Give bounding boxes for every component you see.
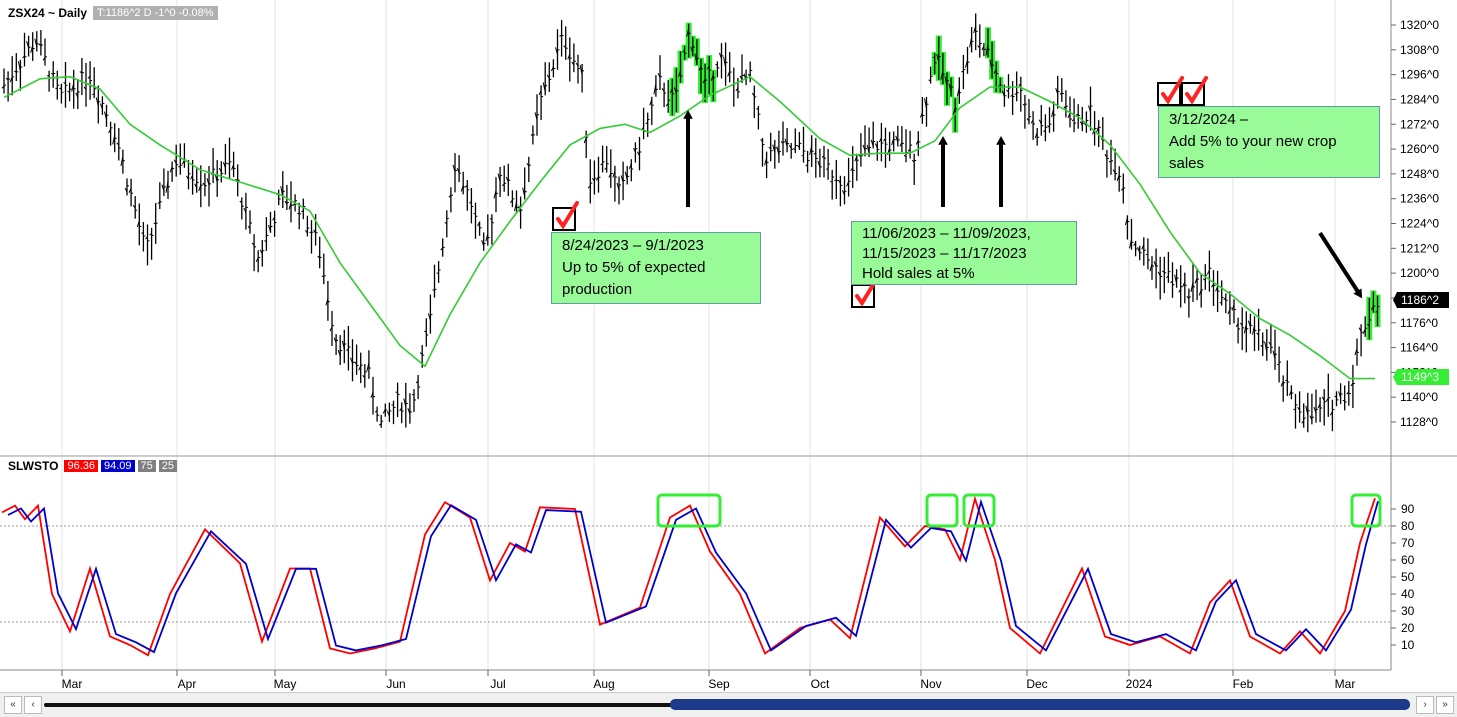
scroll-right-icon[interactable]: ›: [1416, 696, 1434, 714]
price-axis-label: 1140^0: [1400, 390, 1438, 404]
annotation-note-2: 11/06/2023 – 11/09/2023, 11/15/2023 – 11…: [851, 221, 1077, 285]
month-label: Dec: [1026, 677, 1047, 691]
month-label: Nov: [920, 677, 941, 691]
chart-canvas: 1320^0 1308^0 1296^0 1284^0 1272^0 1260^0 1248…: [0, 0, 1457, 692]
note-2-line-2: 11/15/2023 – 11/17/2023: [862, 244, 1066, 264]
ma-price-label: 1149^3: [1401, 370, 1439, 384]
annotation-note-3: 3/12/2024 – Add 5% to your new crop sale…: [1158, 106, 1380, 178]
note-1-line-1: 8/24/2023 – 9/1/2023: [562, 235, 750, 257]
stoch-axis-label: 10: [1401, 638, 1415, 652]
annotation-note-1: 8/24/2023 – 9/1/2023 Up to 5% of expecte…: [551, 232, 761, 304]
price-bar-open: [424, 331, 426, 332]
stoch-axis-label: 70: [1401, 536, 1415, 550]
price-axis-label: 1164^0: [1400, 341, 1438, 355]
checkmark-icon: [1158, 78, 1182, 105]
price-bar-open: [92, 94, 94, 95]
price-bar-open: [1277, 364, 1279, 365]
price-axis-label: 1224^0: [1400, 217, 1439, 231]
note-3-line-3: sales: [1169, 153, 1369, 175]
note-3-line-2: Add 5% to your new crop: [1169, 131, 1369, 153]
scroll-end-icon[interactable]: »: [1436, 696, 1454, 714]
stoch-axis-label: 80: [1401, 519, 1415, 533]
month-label: Feb: [1233, 677, 1254, 691]
price-axis-label: 1296^0: [1400, 68, 1439, 82]
indicator-name: SLWSTO: [8, 459, 58, 473]
month-label: Mar: [62, 677, 83, 691]
quote-info: T:1186^2 D -1^0 -0.08%: [93, 6, 218, 20]
symbol-title: ZSX24 ~ Daily: [8, 6, 87, 20]
price-bar-open: [802, 155, 804, 156]
month-label: 2024: [1126, 677, 1153, 691]
note-3-line-1: 3/12/2024 –: [1169, 109, 1369, 131]
chart-header: ZSX24 ~ Daily T:1186^2 D -1^0 -0.08%: [8, 6, 218, 20]
time-scrollbar[interactable]: « ‹ › »: [0, 692, 1457, 717]
price-axis-label: 1260^0: [1400, 142, 1439, 156]
stoch-axis-label: 40: [1401, 587, 1415, 601]
stoch-axis-label: 50: [1401, 570, 1415, 584]
price-bar-open: [310, 232, 312, 233]
scroll-thumb[interactable]: [670, 699, 1410, 710]
stoch-axis-label: 20: [1401, 621, 1415, 635]
note-2-line-3: Hold sales at 5%: [862, 264, 1066, 284]
stoch-axis-label: 90: [1401, 502, 1415, 516]
indicator-legend: SLWSTO 96.36 94.09 75 25: [8, 459, 177, 473]
checkmark-icon: [1182, 78, 1206, 105]
price-axis-label: 1200^0: [1400, 266, 1439, 280]
note-1-line-3: production: [562, 279, 750, 301]
month-label: Aug: [593, 677, 614, 691]
scroll-start-icon[interactable]: «: [4, 696, 22, 714]
lower-level-badge: 25: [159, 460, 177, 472]
price-bar-open: [929, 80, 931, 81]
price-axis-label: 1272^0: [1400, 117, 1439, 131]
price-axis-label: 1212^0: [1400, 241, 1439, 255]
price-axis-label: 1320^0: [1400, 18, 1439, 32]
price-bar-open: [154, 223, 156, 224]
price-axis-label: 1248^0: [1400, 167, 1439, 181]
month-label: Jun: [386, 677, 405, 691]
price-axis-label: 1308^0: [1400, 43, 1439, 57]
price-axis-label: 1236^0: [1400, 192, 1439, 206]
upper-level-badge: 75: [138, 460, 156, 472]
price-axis-label: 1176^0: [1400, 316, 1438, 330]
month-label: Oct: [811, 677, 830, 691]
price-axis-label: 1284^0: [1400, 92, 1439, 106]
note-1-line-2: Up to 5% of expected: [562, 257, 750, 279]
note-2-line-1: 11/06/2023 – 11/09/2023,: [862, 224, 1066, 244]
current-price-label: 1186^2: [1401, 293, 1439, 307]
month-label: Mar: [1335, 677, 1356, 691]
month-label: Sep: [708, 677, 730, 691]
k-value-badge: 96.36: [64, 460, 98, 472]
price-axis-label: 1128^0: [1400, 415, 1438, 429]
stoch-axis-label: 30: [1401, 604, 1415, 618]
month-label: Jul: [490, 677, 505, 691]
d-value-badge: 94.09: [101, 460, 135, 472]
stoch-axis-label: 60: [1401, 553, 1415, 567]
checkmark-icon: [553, 203, 577, 230]
month-label: May: [274, 677, 297, 691]
month-label: Apr: [178, 677, 197, 691]
price-bar-open: [1376, 311, 1378, 312]
price-bar-open: [51, 73, 53, 74]
scroll-left-icon[interactable]: ‹: [24, 696, 42, 714]
